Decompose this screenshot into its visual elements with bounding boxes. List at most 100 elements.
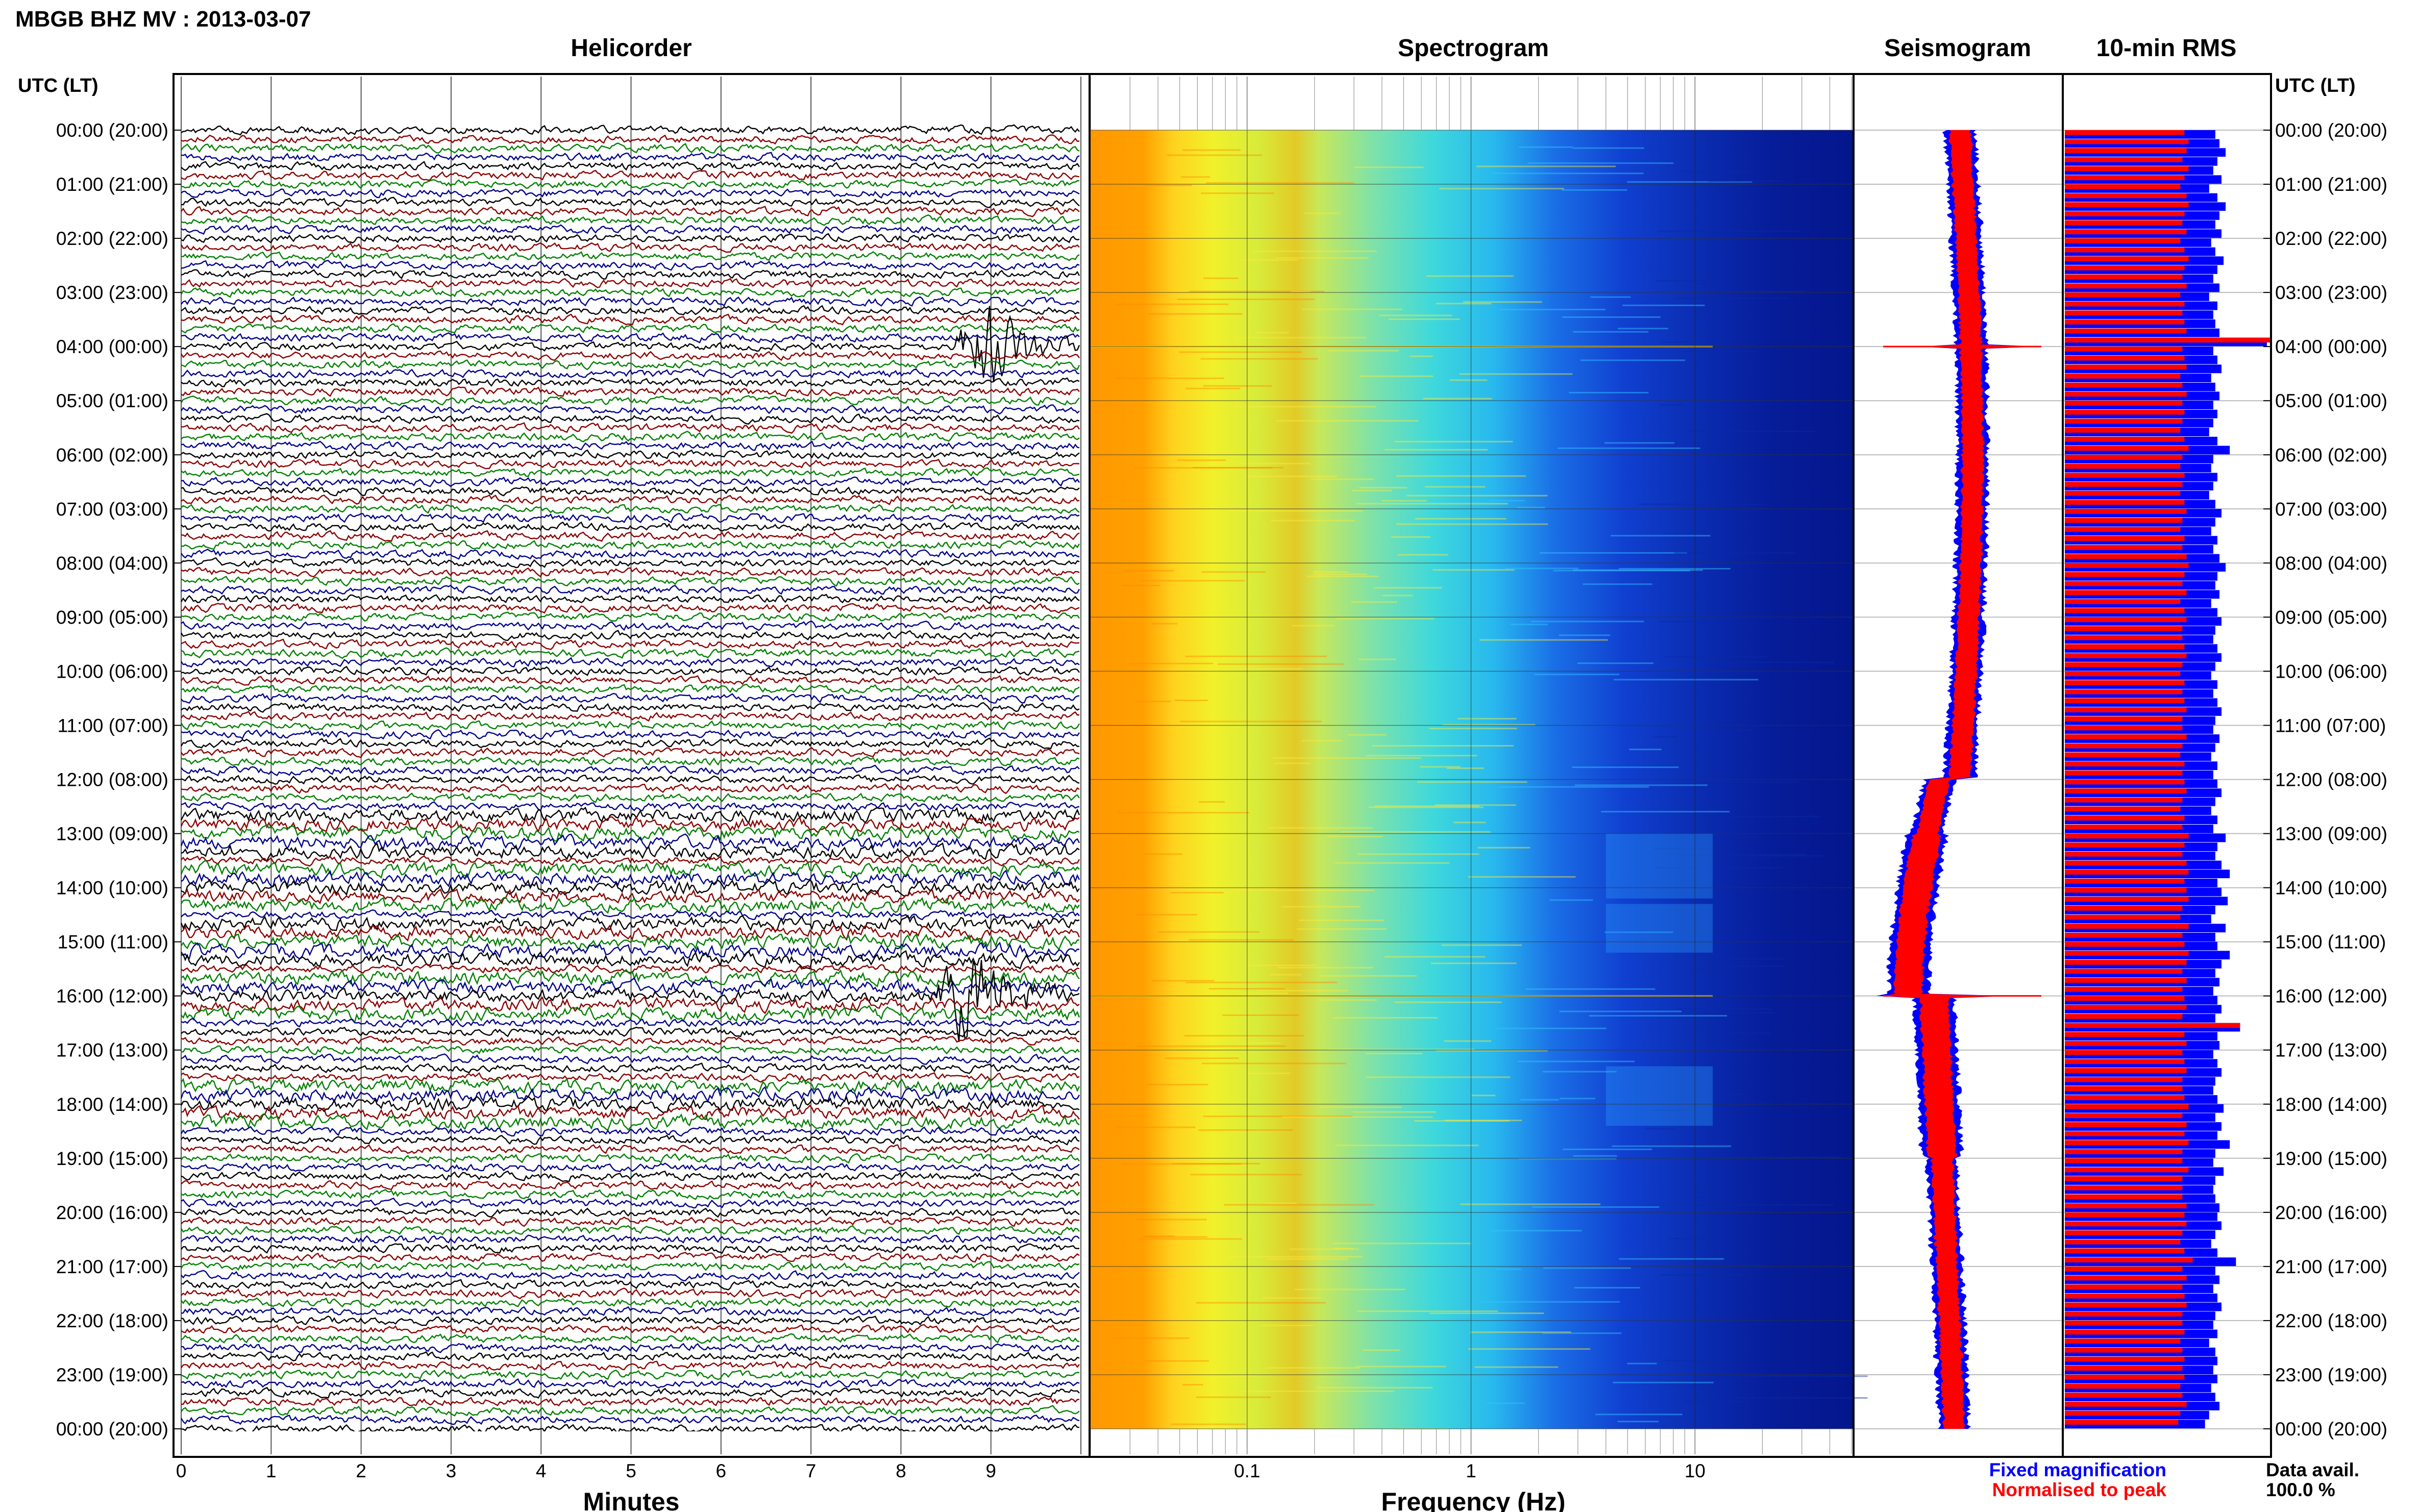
spectrogram-streak (1201, 192, 1274, 194)
helicorder-trace (181, 513, 1079, 523)
rms-title: 10-min RMS (2096, 35, 2237, 62)
spectrogram-streak (1273, 757, 1421, 759)
rms-normalised-bar (2065, 653, 2186, 658)
helicorder-trace (181, 1344, 1079, 1352)
spectrogram-streak (1203, 278, 1239, 279)
spectrogram-streak (1269, 974, 1301, 976)
helicorder-trace (181, 1063, 1079, 1074)
spectrogram-streak (1385, 449, 1488, 451)
spectrogram-streak (1294, 1288, 1405, 1290)
rms-normalised-bar (2065, 734, 2186, 739)
rms-normalised-bar (2065, 726, 2182, 731)
helicorder-trace (181, 834, 1079, 851)
spectrogram-streak (1540, 552, 1687, 554)
spectrogram-streak (1351, 601, 1397, 603)
spectrogram-streak (1396, 524, 1548, 525)
rms-normalised-bar (2065, 536, 2184, 541)
helicorder-trace (181, 621, 1079, 631)
spectrogram-streak (1268, 827, 1373, 829)
helicorder-trace (181, 1019, 1079, 1027)
helicorder-trace (181, 666, 1079, 675)
spectrogram-streak (1191, 1174, 1302, 1175)
rms-normalised-bar (2065, 842, 2184, 848)
minute-tick-label: 8 (896, 1460, 906, 1481)
spectrogram-streak (1703, 290, 1805, 292)
time-tick-label-left: 02:00 (22:00) (56, 228, 168, 249)
helicorder-traces (181, 125, 1079, 1433)
spectrogram-streak (1147, 1084, 1208, 1085)
time-tick-label-right: 22:00 (18:00) (2275, 1310, 2387, 1331)
spectrogram-streak (1186, 982, 1338, 983)
helicorder-trace (181, 1352, 1079, 1361)
spectrogram-streak (1658, 231, 1800, 232)
helicorder-trace (181, 802, 1079, 810)
helicorder-trace (181, 1298, 1079, 1307)
spectrogram-streak (1199, 1129, 1293, 1131)
rms-normalised-bar (2065, 139, 2188, 144)
plot-title: MBGB BHZ MV : 2013-03-07 (15, 7, 311, 32)
spectrogram-streak (1611, 535, 1710, 536)
spectrogram-streak (1265, 1203, 1297, 1204)
data-avail-label: Data avail. (2266, 1459, 2359, 1480)
helicorder-trace (181, 943, 1079, 959)
spectrogram-streak (1573, 331, 1648, 333)
rms-normalised-bar (2065, 1384, 2180, 1389)
spectrogram-streak (1391, 536, 1430, 538)
time-tick-label-right: 02:00 (22:00) (2275, 228, 2387, 249)
helicorder-trace (181, 748, 1079, 758)
spectrogram-streak (1590, 296, 1631, 298)
time-tick-label-left: 07:00 (03:00) (56, 499, 168, 519)
spectrogram-streak (1145, 185, 1192, 186)
spectrogram-streak (1360, 376, 1433, 377)
rms-normalised-bar (2065, 761, 2184, 766)
helicorder-trace (181, 378, 1079, 387)
spectrogram-streak (1224, 1204, 1374, 1206)
helicorder-trace (181, 179, 1079, 189)
helicorder-trace (181, 1307, 1079, 1316)
spectrogram-streak (1429, 728, 1517, 729)
rms-normalised-bar (2065, 662, 2182, 667)
spectrogram-streak (1433, 569, 1514, 571)
helicorder-trace (181, 369, 1079, 378)
spectrogram-streak (1496, 1269, 1521, 1270)
time-tick-label-left: 08:00 (04:00) (56, 553, 168, 574)
spectrogram-streak (1177, 459, 1226, 461)
helicorder-trace (181, 684, 1079, 693)
rms-normalised-bar (2065, 743, 2182, 749)
rms-normalised-bar (2065, 464, 2180, 469)
helicorder-trace (181, 261, 1079, 270)
spectrogram-streak (1136, 1219, 1206, 1220)
time-tick-label-right: 12:00 (08:00) (2275, 770, 2387, 790)
spectrogram-streak (1429, 1312, 1544, 1314)
time-tick-label-left: 06:00 (02:00) (56, 444, 168, 465)
spectrogram-streak (1425, 486, 1485, 488)
helicorder-trace (181, 757, 1079, 765)
spectrogram-streak (1262, 1297, 1320, 1299)
helicorder-trace (181, 765, 1079, 776)
rms-normalised-bar (2065, 1077, 2182, 1082)
spectrogram-streak (1439, 188, 1564, 189)
spectrogram-streak (1167, 155, 1262, 156)
minute-tick-label: 4 (536, 1460, 547, 1481)
spectrogram-streak (1691, 970, 1738, 971)
helicorder-trace (181, 1288, 1079, 1299)
spectrogram-streak (1491, 1230, 1582, 1231)
spectrogram-streak (1320, 975, 1417, 977)
spectrogram-streak (1289, 1248, 1359, 1250)
spectrogram-streak (1575, 784, 1708, 786)
spectrogram-streak (1709, 1032, 1771, 1034)
spectrogram-streak (1152, 623, 1178, 625)
spectrogram-streak (1337, 618, 1435, 619)
rms-normalised-bar (2065, 888, 2186, 893)
rms-normalised-bar (2065, 1131, 2184, 1136)
rms-normalised-bar (2065, 978, 2186, 983)
time-tick-label-left: 00:00 (20:00) (56, 120, 168, 141)
spectrogram-streak (1232, 889, 1374, 891)
spectrogram-streak (1228, 1375, 1252, 1377)
rms-normalised-bar (2065, 437, 2184, 442)
frequency-axis: 0.1 1 10 (1234, 1460, 1706, 1481)
spectrogram-streak (1355, 1366, 1446, 1367)
helicorder-trace (181, 1316, 1079, 1325)
spectrogram-streak (1134, 467, 1272, 468)
spectrogram-streak (1116, 378, 1224, 379)
